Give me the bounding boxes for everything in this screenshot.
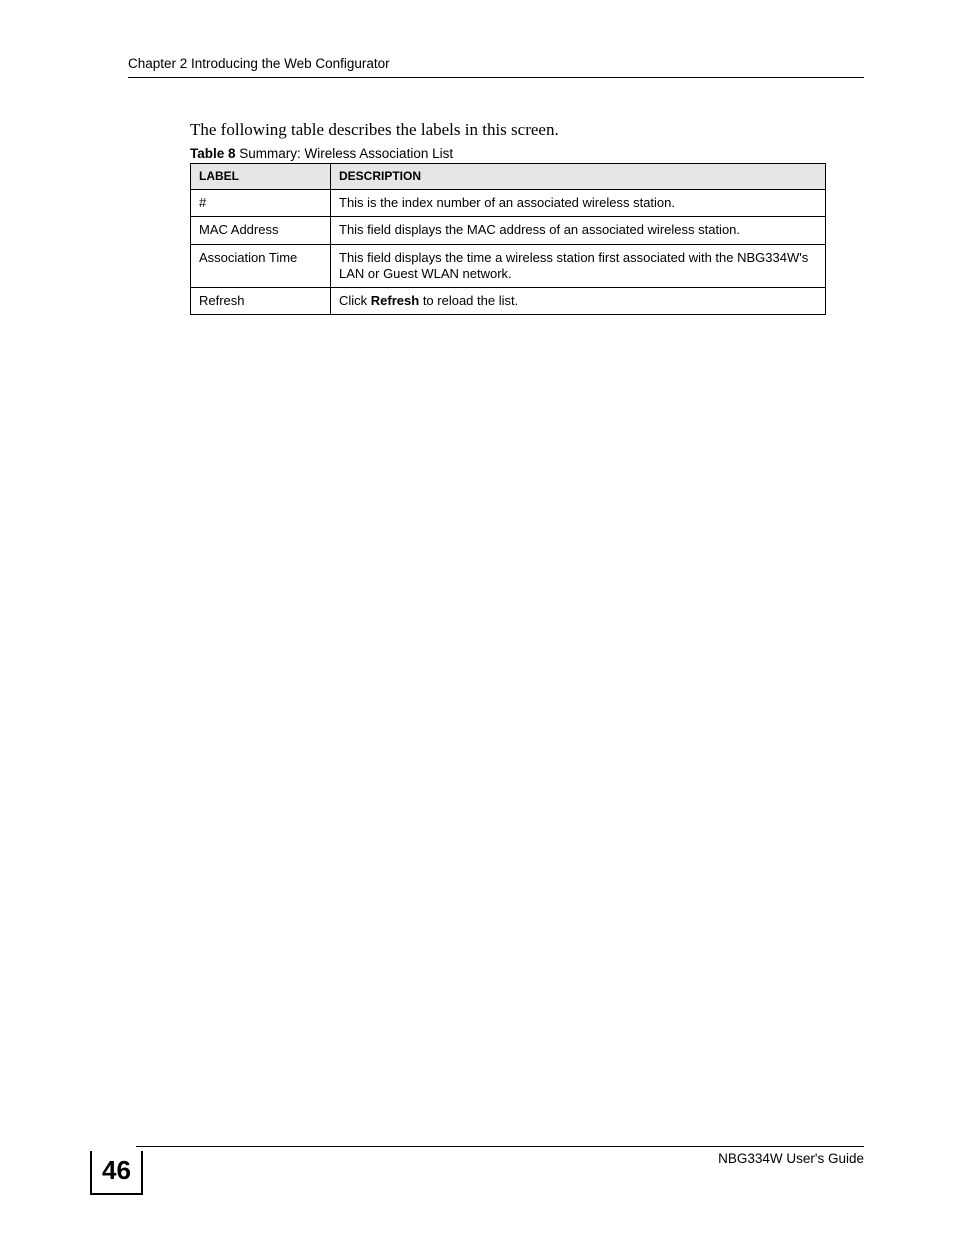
table-header-row: LABEL DESCRIPTION [191,164,826,190]
cell-label: Association Time [191,244,331,288]
cell-desc: This field displays the time a wireless … [331,244,826,288]
table-row: Association Time This field displays the… [191,244,826,288]
intro-paragraph: The following table describes the labels… [190,120,864,140]
cell-desc: This field displays the MAC address of a… [331,217,826,244]
table-caption: Table 8 Summary: Wireless Association Li… [190,146,864,161]
cell-desc: Click Refresh to reload the list. [331,288,826,315]
table-row: # This is the index number of an associa… [191,190,826,217]
cell-label: MAC Address [191,217,331,244]
table-row: MAC Address This field displays the MAC … [191,217,826,244]
summary-table: LABEL DESCRIPTION # This is the index nu… [190,163,826,315]
cell-desc: This is the index number of an associate… [331,190,826,217]
col-header-description: DESCRIPTION [331,164,826,190]
col-header-label: LABEL [191,164,331,190]
page-footer: 46 NBG334W User's Guide [90,1146,864,1195]
cell-desc-post: to reload the list. [419,293,518,308]
table-row: Refresh Click Refresh to reload the list… [191,288,826,315]
cell-desc-pre: Click [339,293,371,308]
cell-desc-bold: Refresh [371,293,419,308]
running-header: Chapter 2 Introducing the Web Configurat… [128,56,864,78]
page-number: 46 [90,1151,143,1195]
footer-guide-title: NBG334W User's Guide [718,1151,864,1166]
table-caption-number: Table 8 [190,146,236,161]
cell-label: # [191,190,331,217]
table-caption-title: Summary: Wireless Association List [236,146,454,161]
cell-label: Refresh [191,288,331,315]
footer-rule [136,1146,864,1147]
